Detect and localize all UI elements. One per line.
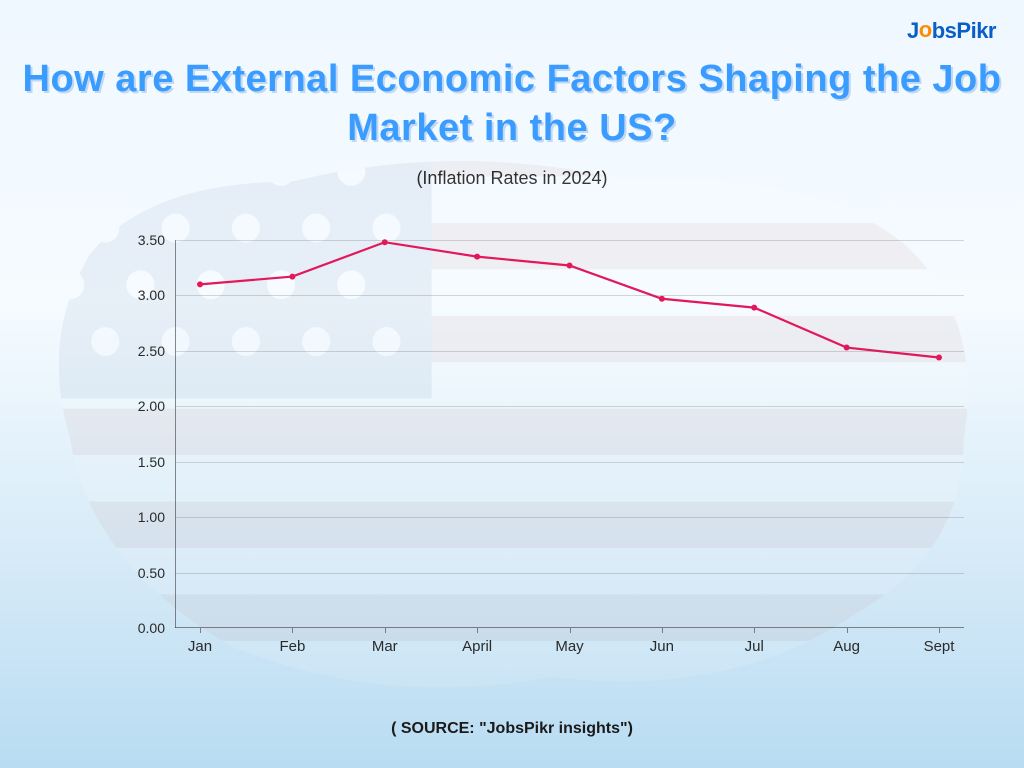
x-tick <box>292 628 293 633</box>
x-tick-label: Feb <box>279 638 305 655</box>
gridline <box>175 240 964 241</box>
data-point <box>751 305 757 311</box>
data-point <box>567 262 573 268</box>
y-tick-label: 3.00 <box>138 287 165 303</box>
line-layer <box>175 240 964 628</box>
logo: JobsPikr <box>907 18 996 44</box>
x-tick-label: Sept <box>924 638 955 655</box>
x-tick <box>200 628 201 633</box>
x-tick <box>477 628 478 633</box>
data-point <box>289 274 295 280</box>
x-tick <box>939 628 940 633</box>
x-tick <box>385 628 386 633</box>
data-point <box>197 281 203 287</box>
y-tick-label: 2.50 <box>138 343 165 359</box>
gridline <box>175 351 964 352</box>
data-point <box>659 296 665 302</box>
source-caption: ( SOURCE: "JobsPikr insights") <box>0 720 1024 738</box>
data-point <box>844 345 850 351</box>
x-tick-label: Mar <box>372 638 398 655</box>
y-tick-label: 0.00 <box>138 620 165 636</box>
y-tick-label: 1.50 <box>138 454 165 470</box>
gridline <box>175 406 964 407</box>
x-tick <box>570 628 571 633</box>
x-tick-label: Aug <box>833 638 860 655</box>
y-tick-label: 3.50 <box>138 232 165 248</box>
chart-title: How are External Economic Factors Shapin… <box>0 0 1024 154</box>
gridline <box>175 573 964 574</box>
gridline <box>175 295 964 296</box>
x-tick-label: April <box>462 638 492 655</box>
x-tick <box>754 628 755 633</box>
gridline <box>175 517 964 518</box>
data-point <box>474 254 480 260</box>
x-tick-label: May <box>555 638 583 655</box>
inflation-series-line <box>200 242 939 357</box>
x-tick <box>662 628 663 633</box>
chart-subtitle: (Inflation Rates in 2024) <box>0 168 1024 189</box>
plot-area: 0.000.501.001.502.002.503.003.50JanFebMa… <box>175 240 964 628</box>
y-tick-label: 2.00 <box>138 398 165 414</box>
inflation-line-chart: 0.000.501.001.502.002.503.003.50JanFebMa… <box>120 240 964 658</box>
gridline <box>175 462 964 463</box>
x-tick-label: Jul <box>745 638 764 655</box>
y-tick-label: 0.50 <box>138 565 165 581</box>
x-tick-label: Jan <box>188 638 212 655</box>
data-point <box>936 355 942 361</box>
x-tick-label: Jun <box>650 638 674 655</box>
y-tick-label: 1.00 <box>138 509 165 525</box>
x-tick <box>847 628 848 633</box>
